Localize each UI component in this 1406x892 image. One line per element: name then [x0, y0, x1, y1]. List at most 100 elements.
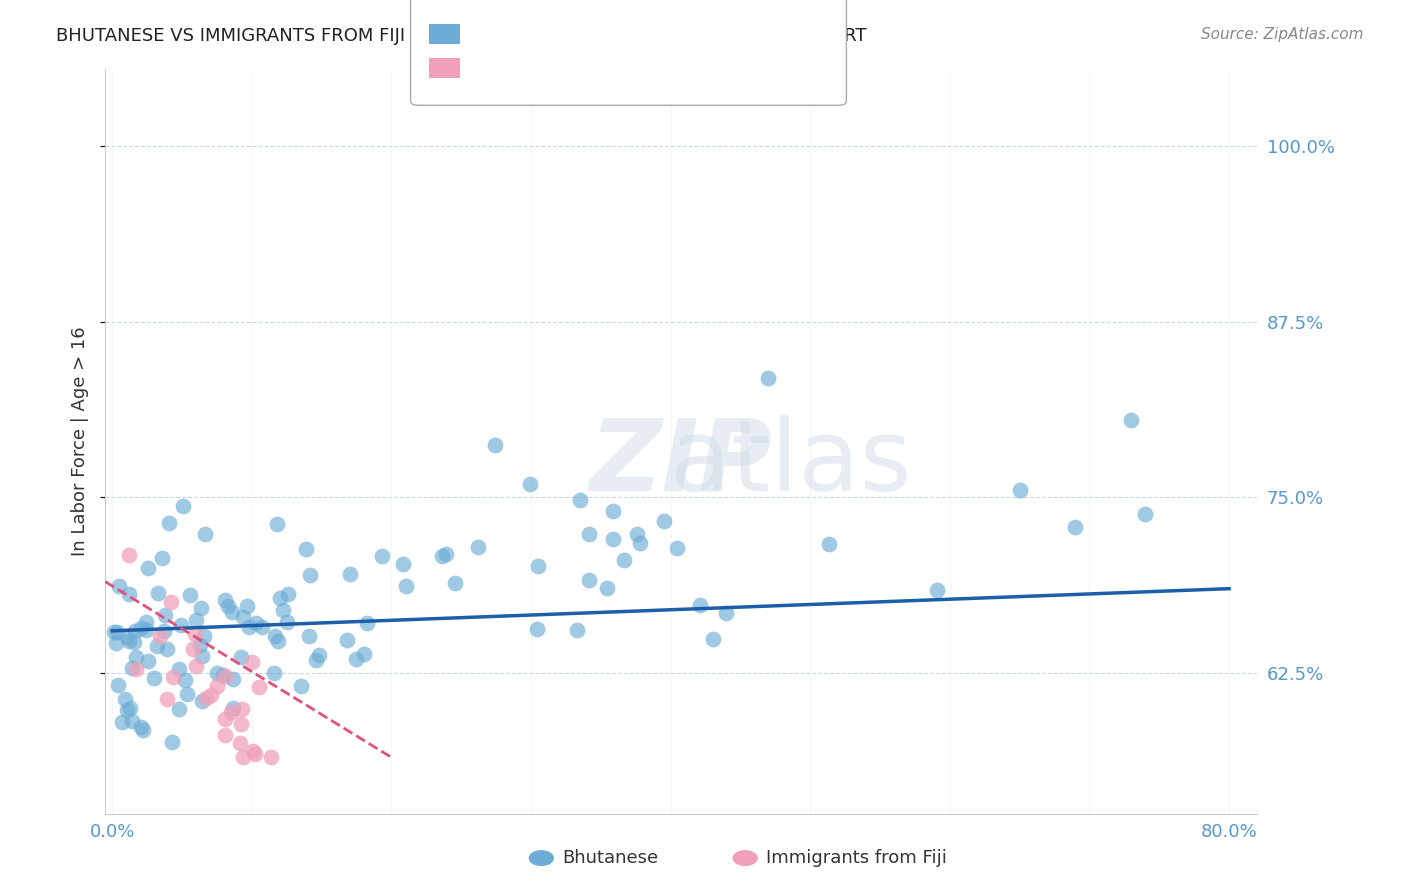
Point: [156, 641, 179, 656]
Point: [356, 616, 378, 631]
Point: [235, 599, 257, 613]
Text: N =: N =: [595, 25, 628, 43]
Point: [184, 627, 207, 641]
Point: [136, 654, 159, 668]
Point: [114, 692, 136, 706]
Point: [122, 635, 145, 649]
Point: [105, 624, 128, 639]
Point: [107, 678, 129, 692]
Point: [308, 648, 330, 663]
Point: [172, 499, 194, 513]
Point: [170, 617, 193, 632]
Point: [276, 615, 298, 629]
Point: [628, 536, 651, 550]
Point: [131, 720, 153, 734]
Point: [162, 670, 184, 684]
Point: [344, 652, 367, 666]
Point: [103, 625, 125, 640]
Text: N =: N =: [640, 59, 673, 77]
Point: [578, 574, 600, 588]
Point: [245, 616, 267, 631]
Point: [150, 551, 173, 566]
Point: [247, 680, 270, 694]
Point: [104, 635, 127, 649]
Text: 112: 112: [640, 25, 678, 43]
Point: [121, 661, 143, 675]
Point: [602, 504, 624, 518]
Point: [242, 743, 264, 757]
Point: [569, 493, 592, 508]
Point: [666, 541, 689, 556]
Point: [125, 662, 148, 676]
Point: [221, 706, 243, 720]
Point: [156, 691, 179, 706]
Point: [212, 668, 235, 682]
Point: [260, 750, 283, 764]
Point: [295, 542, 318, 557]
Point: [214, 593, 236, 607]
Point: [142, 672, 165, 686]
Point: [221, 701, 243, 715]
Point: [229, 717, 252, 731]
Text: 25: 25: [679, 59, 704, 77]
Point: [290, 679, 312, 693]
Point: [222, 673, 245, 687]
Point: [232, 609, 254, 624]
Point: [214, 669, 236, 683]
Point: [188, 639, 211, 653]
Point: [217, 599, 239, 613]
Point: [519, 477, 541, 491]
Point: [298, 629, 321, 643]
Text: Bhutanese: Bhutanese: [562, 849, 658, 867]
Point: [231, 702, 253, 716]
Point: [191, 694, 214, 708]
Point: [271, 603, 294, 617]
Point: [193, 630, 215, 644]
Point: [190, 600, 212, 615]
Point: [714, 606, 737, 620]
Point: [689, 599, 711, 613]
Point: [153, 608, 176, 623]
Point: [1008, 483, 1031, 498]
Point: [391, 558, 413, 572]
Point: [146, 639, 169, 653]
Point: [264, 629, 287, 643]
Point: [1064, 520, 1087, 534]
Point: [758, 371, 780, 385]
Point: [214, 728, 236, 742]
Point: [200, 688, 222, 702]
Point: [626, 527, 648, 541]
Text: Immigrants from Fiji: Immigrants from Fiji: [766, 849, 948, 867]
Point: [1135, 507, 1157, 521]
Point: [176, 687, 198, 701]
Point: [229, 650, 252, 665]
Point: [214, 712, 236, 726]
Point: [118, 587, 141, 601]
Point: [443, 575, 465, 590]
Text: atlas: atlas: [669, 415, 911, 512]
Point: [167, 702, 190, 716]
Point: [927, 583, 949, 598]
Text: R = -0.494: R = -0.494: [468, 59, 565, 77]
Point: [526, 623, 548, 637]
Point: [146, 585, 169, 599]
Text: Source: ZipAtlas.com: Source: ZipAtlas.com: [1201, 27, 1364, 42]
Point: [305, 652, 328, 666]
Point: [339, 567, 361, 582]
Point: [371, 549, 394, 564]
Point: [117, 548, 139, 562]
Point: [111, 714, 134, 729]
Point: [266, 516, 288, 531]
Point: [527, 558, 550, 573]
Point: [132, 723, 155, 737]
Point: [602, 533, 624, 547]
Point: [194, 526, 217, 541]
Point: [578, 527, 600, 541]
Text: ZIP: ZIP: [589, 415, 773, 512]
Point: [353, 647, 375, 661]
Point: [434, 547, 457, 561]
Point: [336, 632, 359, 647]
Point: [121, 714, 143, 728]
Point: [245, 747, 267, 761]
Point: [277, 587, 299, 601]
